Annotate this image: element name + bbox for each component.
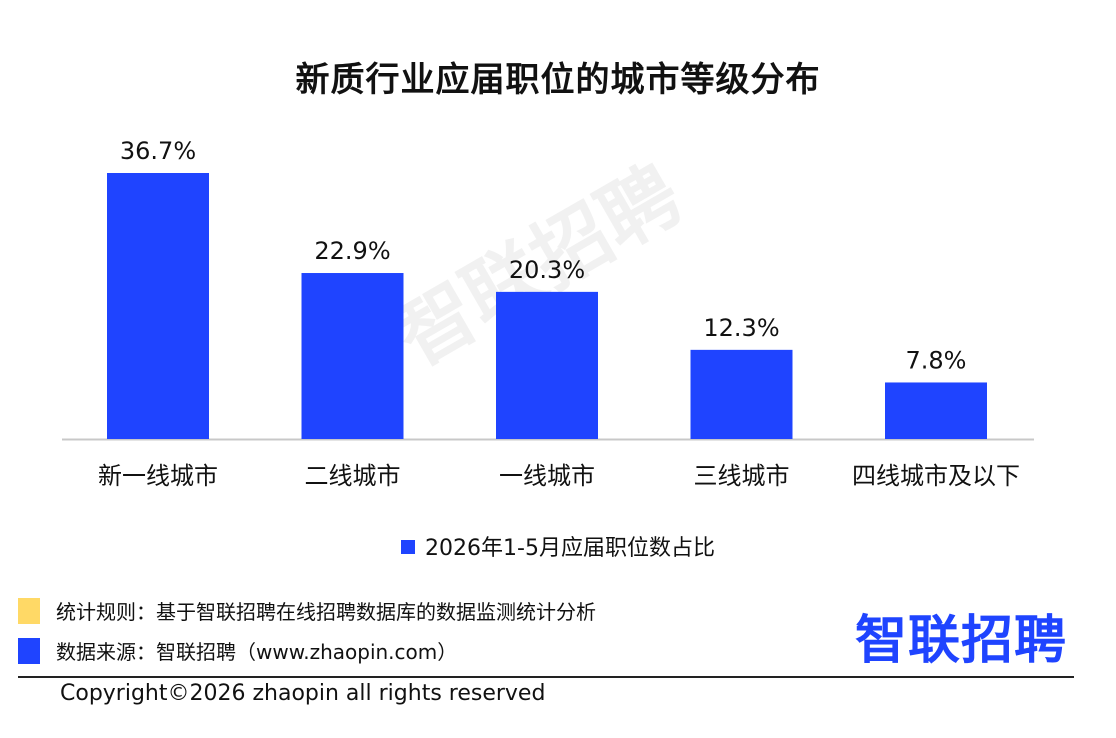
bar-3 <box>496 291 598 439</box>
bar-1 <box>107 173 209 439</box>
data-source-text: 数据来源：智联招聘（www.zhaopin.com） <box>56 640 458 664</box>
rule-swatch <box>18 597 40 624</box>
data-label-3: 20.3% <box>509 256 585 284</box>
legend-label: 2026年1-5月应届职位数占比 <box>425 536 715 561</box>
bar-chart: 36.7% 新一线城市 22.9% 二线城市 20.3% 一线城市 12.3% 三线城市 7.8… <box>62 137 1034 490</box>
category-label-1: 新一线城市 <box>98 462 218 490</box>
bar-2 <box>301 273 404 439</box>
bar-4 <box>690 349 793 439</box>
category-label-3: 一线城市 <box>499 462 595 490</box>
source-swatch <box>18 637 40 664</box>
legend-swatch <box>401 540 416 554</box>
zhaopin-logo: 智联招聘 <box>855 611 1068 671</box>
legend: 2026年1-5月应届职位数占比 <box>0 530 1116 562</box>
data-label-1: 36.7% <box>120 137 196 165</box>
data-label-4: 12.3% <box>703 314 779 342</box>
stat-rule-text: 统计规则：基于智联招聘在线招聘数据库的数据监测统计分析 <box>56 600 596 624</box>
category-label-4: 三线城市 <box>694 462 790 490</box>
data-label-2: 22.9% <box>314 237 390 265</box>
chart-title: 新质行业应届职位的城市等级分布 <box>295 60 821 100</box>
category-label-5: 四线城市及以下 <box>852 462 1020 490</box>
category-label-2: 二线城市 <box>305 462 401 490</box>
copyright: Copyright©2026 zhaopin all rights reserv… <box>60 681 546 706</box>
data-source-note: 数据来源：智联招聘（www.zhaopin.com） <box>18 636 457 665</box>
footer-divider <box>18 676 1074 678</box>
stat-rule-note: 统计规则：基于智联招聘在线招聘数据库的数据监测统计分析 <box>18 596 596 625</box>
bar-5 <box>885 382 987 439</box>
data-label-5: 7.8% <box>906 346 967 374</box>
